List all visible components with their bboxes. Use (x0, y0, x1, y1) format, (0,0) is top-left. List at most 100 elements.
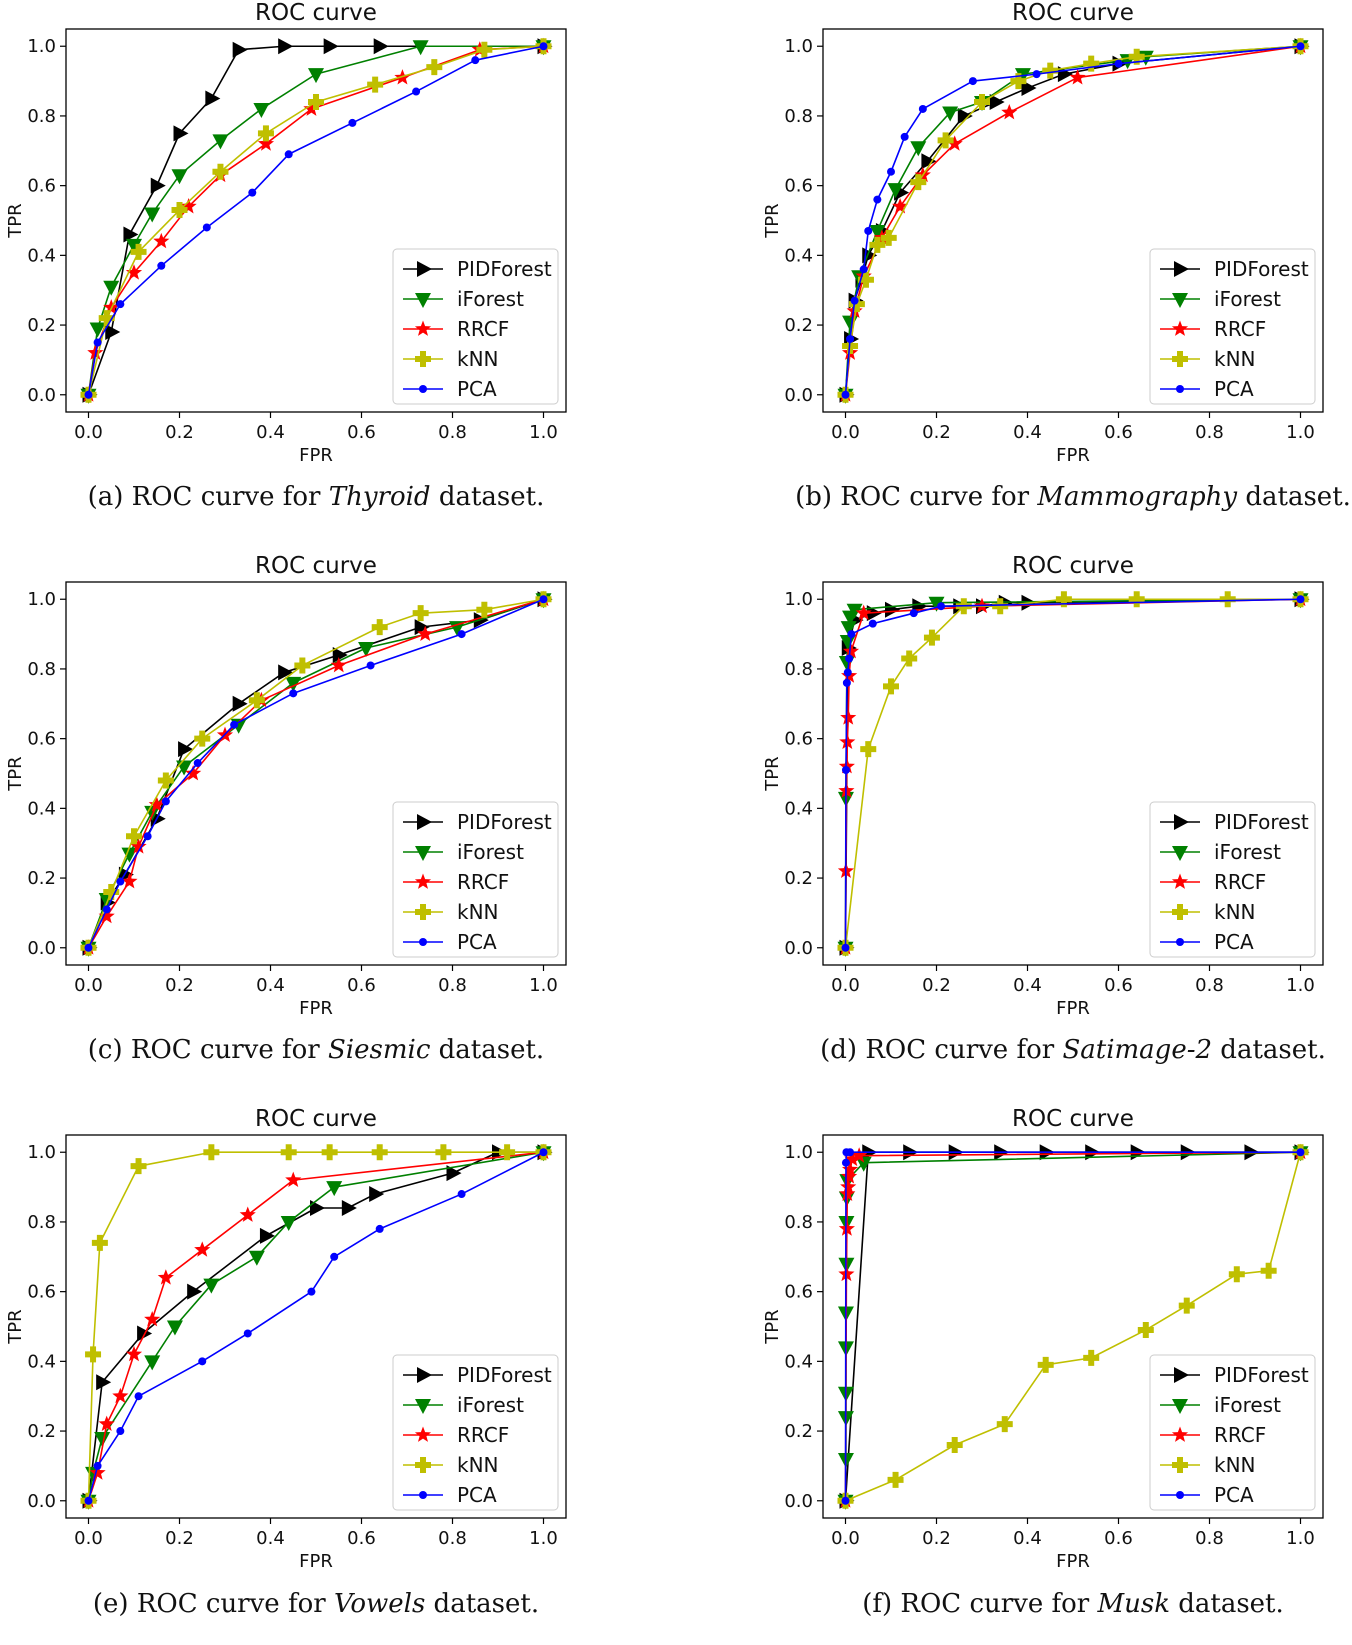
data-point-knn (883, 678, 899, 695)
data-point-rrcf (838, 1220, 855, 1236)
data-point-rrcf (89, 1464, 106, 1480)
x-tick-label: 0.0 (831, 975, 860, 996)
data-point-knn (212, 163, 229, 180)
x-tick-label: 0.6 (347, 1528, 376, 1549)
data-point-rrcf (1069, 69, 1086, 85)
data-point-pidforest (259, 1227, 275, 1244)
data-point-iforest (94, 1432, 111, 1448)
caption-dataset: Mammography (1036, 482, 1237, 512)
x-tick-label: 0.2 (165, 422, 194, 443)
y-axis-label: TPR (762, 203, 783, 238)
legend: PIDForest iForest RRCF kNN PCA (1149, 248, 1316, 405)
legend-label: PIDForest (1214, 810, 1309, 834)
data-point-pca (859, 265, 868, 274)
data-point-iforest (326, 1181, 343, 1197)
legend-marker-pca (1176, 1491, 1184, 1499)
legend-label: RRCF (457, 317, 509, 341)
legend-marker-pca (1176, 938, 1184, 946)
data-point-knn (1128, 591, 1145, 608)
chart-title: ROC curve (255, 0, 377, 26)
data-point-rrcf (180, 198, 197, 214)
data-point-pidforest (373, 38, 389, 55)
legend-label: PCA (457, 377, 497, 401)
legend-marker-knn (415, 351, 431, 367)
data-point-rrcf (839, 1185, 856, 1201)
data-point-iforest (942, 106, 959, 122)
legend-label: iForest (1214, 1393, 1281, 1417)
data-point-pidforest (414, 619, 430, 636)
y-axis-label: TPR (5, 756, 26, 791)
data-point-pidforest (178, 741, 194, 758)
y-tick-label: 0.4 (784, 798, 813, 819)
data-point-iforest (89, 322, 106, 338)
y-tick-label: 1.0 (784, 1142, 813, 1163)
x-tick-label: 0.4 (1013, 975, 1042, 996)
y-tick-label: 0.2 (784, 868, 813, 889)
x-axis-label: FPR (299, 1551, 333, 1572)
data-point-knn (126, 828, 142, 845)
data-point-iforest (144, 207, 161, 223)
roc-panel-c: ROC curve 0.0 0.2 0.4 0.6 0.8 1.0 0.0 0.2 0.4 0.6 0… (5, 553, 567, 1065)
y-tick-label: 1.0 (784, 36, 813, 57)
x-tick-label: 0.8 (438, 422, 467, 443)
data-point-pca (143, 832, 152, 841)
legend-label: kNN (1214, 1453, 1256, 1477)
data-point-knn (946, 1437, 963, 1454)
data-point-knn (1042, 62, 1059, 79)
y-tick-label: 0.0 (27, 385, 56, 406)
data-point-knn (157, 772, 174, 789)
data-point-knn (85, 1346, 102, 1363)
data-point-iforest (212, 134, 229, 150)
legend: PIDForest iForest RRCF kNN PCA (1149, 801, 1316, 958)
data-point-pca (289, 689, 298, 698)
figure-caption: (e) ROC curve for Vowels dataset. (93, 1589, 539, 1619)
legend-box (392, 1354, 559, 1511)
data-point-knn (1083, 55, 1100, 72)
data-point-iforest (285, 676, 302, 692)
x-tick-label: 1.0 (529, 975, 558, 996)
data-point-pca (918, 104, 927, 113)
caption-prefix: (f) ROC curve for (862, 1589, 1097, 1619)
x-tick-label: 1.0 (1286, 975, 1315, 996)
data-point-rrcf (851, 1147, 868, 1163)
data-point-pca (887, 167, 895, 176)
data-point-knn (171, 202, 188, 219)
y-tick-label: 0.6 (784, 729, 813, 750)
data-point-knn (130, 1158, 147, 1175)
data-point-pca (539, 42, 548, 51)
y-tick-label: 0.0 (27, 938, 56, 959)
roc-panel-b: ROC curve 0.0 0.2 0.4 0.6 0.8 1.0 0.0 0.2 0.4 0.6 0… (762, 0, 1351, 512)
y-tick-label: 1.0 (27, 589, 56, 610)
data-point-pidforest (310, 1199, 325, 1216)
data-point-pidforest (278, 664, 294, 681)
data-point-pca (842, 678, 851, 687)
data-point-pidforest (446, 1165, 462, 1182)
data-point-pca (457, 1190, 466, 1199)
data-point-pca (84, 390, 93, 399)
data-point-knn (476, 601, 493, 618)
data-point-rrcf (157, 1269, 174, 1285)
data-point-pca (202, 223, 211, 232)
caption-prefix: (a) ROC curve for (88, 482, 329, 512)
data-point-knn (1219, 591, 1236, 608)
legend-label: RRCF (1214, 1423, 1266, 1447)
data-point-iforest (166, 1320, 183, 1336)
data-point-iforest (855, 1156, 872, 1172)
y-tick-label: 1.0 (27, 36, 56, 57)
data-point-rrcf (844, 1150, 861, 1167)
data-point-knn (1137, 1321, 1154, 1338)
data-point-pca (937, 602, 946, 611)
x-tick-label: 0.4 (256, 975, 285, 996)
data-point-knn (887, 1471, 904, 1488)
data-point-pidforest (150, 177, 166, 194)
legend-marker-rrcf (414, 320, 432, 336)
legend-label: iForest (1214, 287, 1281, 311)
data-point-rrcf (840, 709, 857, 725)
plot-frame (822, 28, 1324, 413)
data-point-knn (371, 619, 388, 636)
legend-label: PCA (457, 930, 497, 954)
data-point-rrcf (841, 1168, 858, 1184)
chart-title: ROC curve (255, 1106, 377, 1132)
legend-label: PIDForest (457, 810, 552, 834)
data-point-pidforest (187, 1283, 203, 1300)
